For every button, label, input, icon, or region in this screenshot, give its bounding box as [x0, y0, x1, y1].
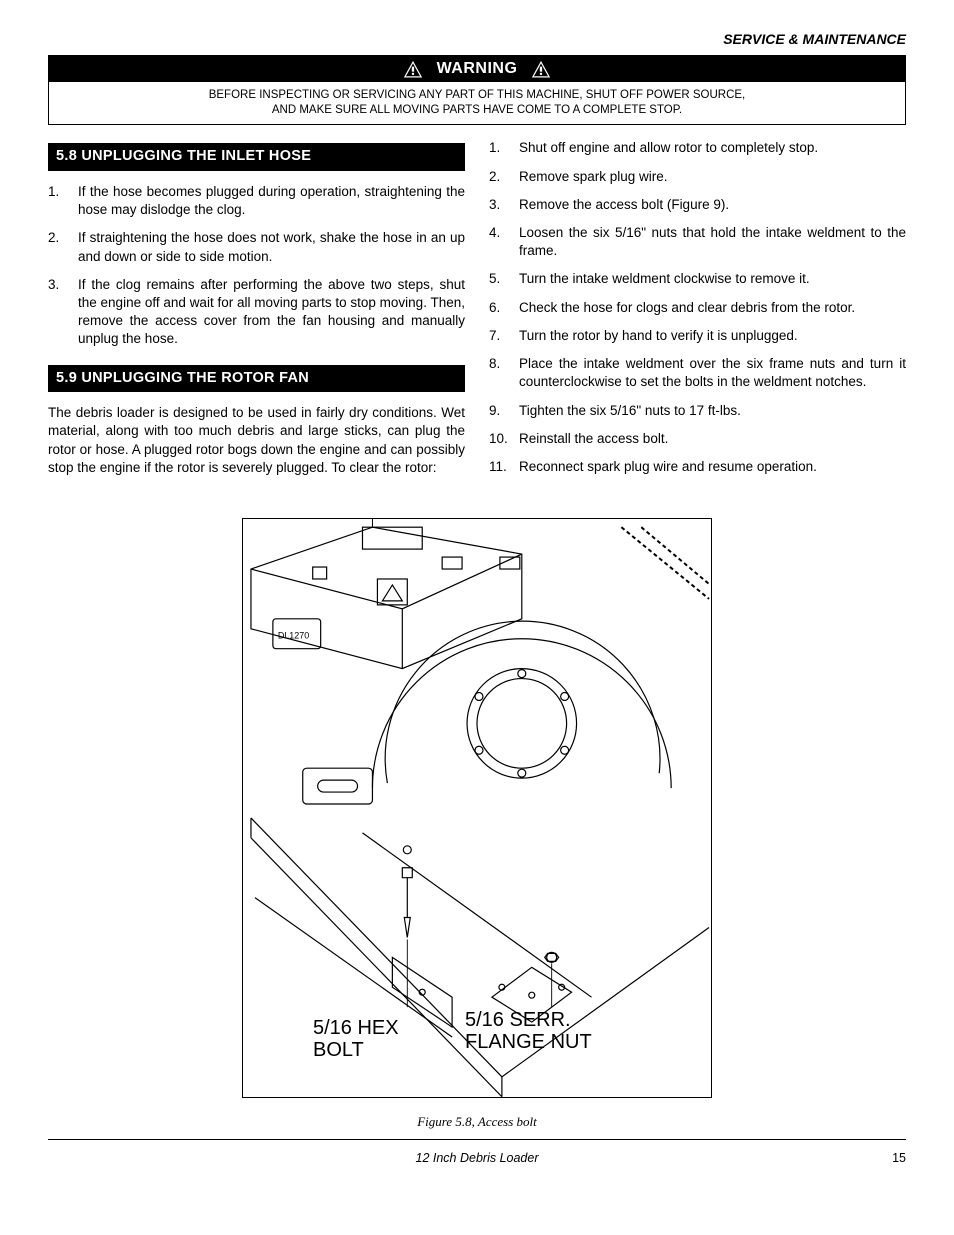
- list-item: If the hose becomes plugged during opera…: [48, 183, 465, 219]
- list-item: Turn the rotor by hand to verify it is u…: [489, 327, 906, 345]
- figure-label-line: FLANGE NUT: [465, 1031, 592, 1053]
- list-item: Place the intake weldment over the six f…: [489, 355, 906, 391]
- warning-banner: WARNING: [48, 55, 906, 83]
- list-item: Reinstall the access bolt.: [489, 430, 906, 448]
- left-column: 5.8 UNPLUGGING THE INLET HOSE If the hos…: [48, 139, 465, 492]
- warning-text-line: BEFORE INSPECTING OR SERVICING ANY PART …: [53, 88, 901, 103]
- footer-rule: [48, 1139, 906, 1140]
- list-item: Remove spark plug wire.: [489, 168, 906, 186]
- section-heading-59: 5.9 UNPLUGGING THE ROTOR FAN: [48, 365, 465, 393]
- warning-label: WARNING: [437, 58, 518, 80]
- list-item: Loosen the six 5/16" nuts that hold the …: [489, 224, 906, 260]
- page-number: 15: [866, 1150, 906, 1167]
- warning-text-box: BEFORE INSPECTING OR SERVICING ANY PART …: [48, 82, 906, 125]
- footer-product: 12 Inch Debris Loader: [88, 1150, 866, 1167]
- figure-caption: Figure 5.8, Access bolt: [48, 1113, 906, 1131]
- svg-text:DL1270: DL1270: [278, 631, 309, 641]
- steps-list-58: If the hose becomes plugged during opera…: [48, 183, 465, 349]
- section-header: SERVICE & MAINTENANCE: [48, 30, 906, 49]
- figure-label-bolt: 5/16 HEX BOLT: [313, 1017, 399, 1061]
- list-item: Turn the intake weldment clockwise to re…: [489, 270, 906, 288]
- figure-box: DL1270: [242, 518, 712, 1098]
- list-item: Check the hose for clogs and clear debri…: [489, 299, 906, 317]
- warning-triangle-icon: [531, 60, 551, 78]
- list-item: Shut off engine and allow rotor to compl…: [489, 139, 906, 157]
- list-item: If straightening the hose does not work,…: [48, 229, 465, 265]
- section-heading-58: 5.8 UNPLUGGING THE INLET HOSE: [48, 143, 465, 171]
- figure-label-line: 5/16 HEX: [313, 1017, 399, 1039]
- warning-triangle-icon: [403, 60, 423, 78]
- figure-label-line: BOLT: [313, 1039, 399, 1061]
- steps-list-59: Shut off engine and allow rotor to compl…: [489, 139, 906, 476]
- two-column-layout: 5.8 UNPLUGGING THE INLET HOSE If the hos…: [48, 139, 906, 492]
- right-column: Shut off engine and allow rotor to compl…: [489, 139, 906, 492]
- list-item: Remove the access bolt (Figure 9).: [489, 196, 906, 214]
- figure-container: DL1270: [48, 518, 906, 1131]
- figure-label-line: 5/16 SERR.: [465, 1009, 592, 1031]
- section-59-intro: The debris loader is designed to be used…: [48, 404, 465, 477]
- figure-label-nut: 5/16 SERR. FLANGE NUT: [465, 1009, 592, 1053]
- warning-text-line: AND MAKE SURE ALL MOVING PARTS HAVE COME…: [53, 103, 901, 118]
- page-footer: 12 Inch Debris Loader 15: [48, 1150, 906, 1167]
- list-item: Tighten the six 5/16" nuts to 17 ft-lbs.: [489, 402, 906, 420]
- list-item: Reconnect spark plug wire and resume ope…: [489, 458, 906, 476]
- list-item: If the clog remains after performing the…: [48, 276, 465, 349]
